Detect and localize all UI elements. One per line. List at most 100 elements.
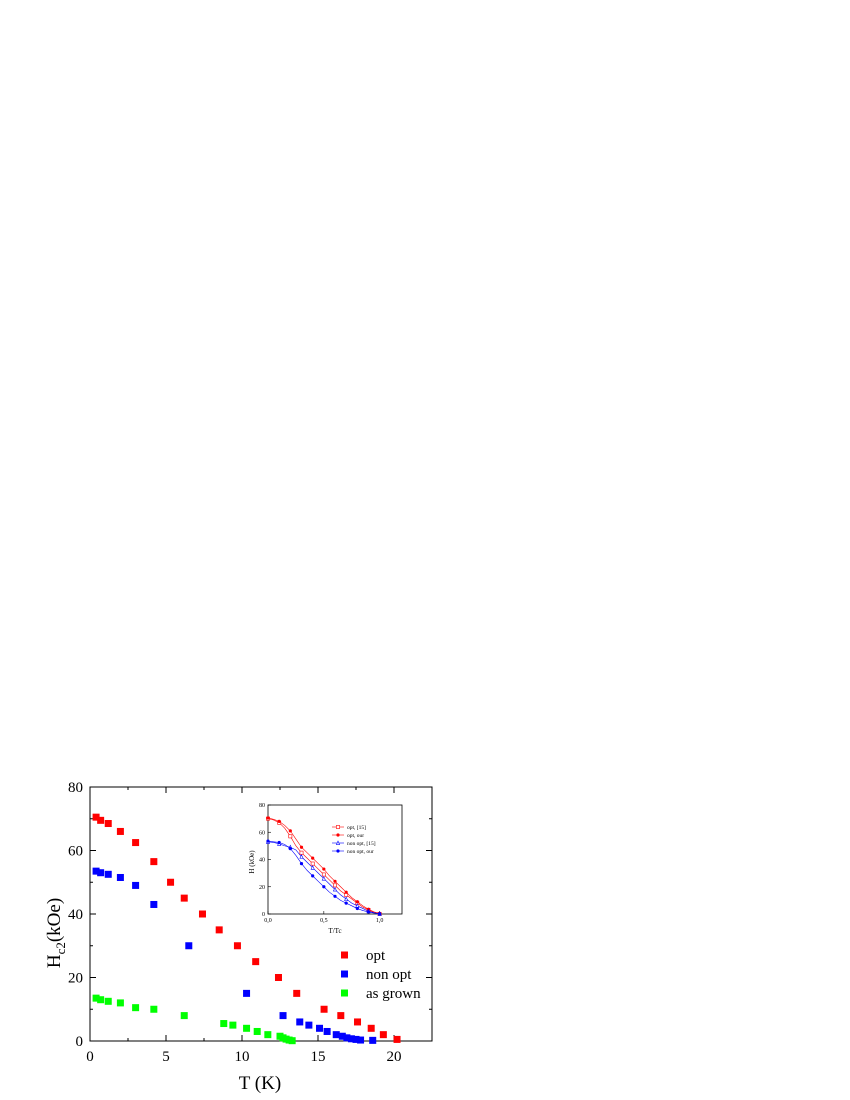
inset-plot: 0,0 0,5 1,0 0 20 40 60 80 opt, [15] opt, our non o…: [259, 803, 403, 924]
data-point-opt: [104, 820, 112, 828]
inset-point-non-opt-15: [332, 886, 338, 892]
x-tick-label: 15: [311, 1049, 326, 1065]
inset-point-opt-15: [310, 861, 315, 866]
inset-x-tick-label: 1,0: [376, 918, 384, 924]
data-point-opt: [367, 1024, 375, 1032]
data-point-opt: [92, 813, 100, 821]
inset-point-non-opt-15: [299, 854, 304, 859]
inset-legend: opt, [15] opt, our non opt, [15] non opt, o…: [332, 825, 376, 855]
data-point-non-opt: [316, 1024, 324, 1032]
inset-y-tick-label: 40: [259, 858, 265, 864]
x-tick-label: 0: [86, 1049, 94, 1065]
inset-point-non-opt-our: [266, 839, 270, 843]
data-point-opt: [180, 894, 188, 902]
legend-marker-non-opt: [341, 970, 348, 978]
inset-y-axis-title: H (kOe): [248, 850, 256, 874]
y-tick-label: 20: [68, 971, 83, 987]
inset-x-axis-title: T/Tc: [328, 927, 341, 935]
inset-point-opt-15: [288, 834, 293, 839]
inset-point-non-opt-our: [378, 912, 382, 916]
inset-point-opt-15: [333, 883, 337, 888]
data-point-non-opt: [323, 1027, 331, 1035]
inset-point-non-opt-our: [288, 847, 292, 851]
y-tick-label: 0: [76, 1034, 84, 1050]
data-point-opt: [274, 974, 282, 981]
data-point-non-opt: [150, 900, 158, 908]
data-point-opt: [233, 942, 241, 950]
data-point-as-grown: [288, 1037, 296, 1045]
data-point-as-grown: [264, 1031, 272, 1039]
data-point-non-opt: [104, 870, 112, 878]
data-point-non-opt: [352, 1035, 360, 1043]
data-point-as-grown: [92, 994, 100, 1002]
inset-point-non-opt-our: [344, 901, 348, 905]
data-point-non-opt: [279, 1012, 287, 1020]
data-point-non-opt: [357, 1036, 365, 1044]
data-point-non-opt: [132, 881, 140, 889]
data-point-as-grown: [97, 996, 105, 1004]
series-non-opt: [92, 867, 377, 1044]
inset-legend-marker-non-opt-15: [335, 840, 341, 845]
data-point-opt: [252, 958, 260, 966]
inset-y-tick-label: 20: [259, 885, 265, 891]
data-point-opt: [167, 878, 175, 886]
inset-point-non-opt-our: [355, 906, 359, 911]
inset-y-tick-label: 0: [262, 912, 265, 918]
inset-point-opt-our: [322, 867, 326, 871]
x-tick-label: 5: [162, 1049, 170, 1065]
inset-legend-marker-opt-our: [336, 833, 340, 837]
inset-legend-label-non-opt-15: non opt, [15]: [347, 841, 376, 847]
inset-point-non-opt-our: [322, 885, 326, 889]
data-point-as-grown: [132, 1004, 140, 1012]
inset-legend-label-opt-15: opt, [15]: [347, 825, 366, 831]
legend-marker-as-grown: [341, 989, 348, 997]
data-point-as-grown: [150, 1005, 158, 1013]
inset-point-opt-our: [311, 856, 315, 860]
y-axis-title-sub: c2: [53, 942, 68, 954]
main-plot: 0 5 10 15 20 0 20 40 60 80 opt non opt as grown: [68, 780, 433, 1065]
legend-label-as-grown: as grown: [366, 986, 421, 1002]
data-point-opt: [293, 989, 301, 997]
y-axis-title-rest: (kOe): [44, 898, 65, 942]
data-point-non-opt: [92, 867, 100, 875]
legend-label-non-opt: non opt: [366, 967, 412, 983]
data-point-opt: [354, 1018, 362, 1026]
inset-legend-label-non-opt-our: non opt, our: [347, 849, 374, 855]
x-axis-title: T (K): [239, 1073, 281, 1094]
inset-point-opt-our: [288, 829, 292, 833]
inset-point-opt-our: [355, 900, 359, 904]
y-axis-title-main: H: [44, 954, 65, 968]
data-point-non-opt: [97, 869, 105, 877]
legend-marker-opt: [341, 951, 348, 959]
inset-series-non-opt-our: [266, 839, 382, 916]
data-point-non-opt: [369, 1036, 377, 1044]
inset-point-opt-our: [299, 845, 304, 849]
data-point-opt: [320, 1005, 328, 1013]
data-point-as-grown: [229, 1021, 237, 1029]
data-point-opt: [132, 839, 140, 847]
inset-legend-label-opt-our: opt, our: [347, 833, 364, 839]
inset-point-non-opt-our: [366, 910, 371, 914]
inset-point-non-opt-15: [310, 865, 315, 870]
inset-point-opt-our: [277, 819, 281, 823]
data-point-as-grown: [180, 1012, 188, 1020]
inset-point-non-opt-our: [311, 874, 315, 878]
inset-legend-marker-non-opt-our: [336, 849, 340, 853]
x-tick-label: 10: [235, 1049, 250, 1065]
data-point-as-grown: [116, 999, 124, 1007]
inset-point-opt-15: [344, 893, 349, 897]
data-point-non-opt: [343, 1034, 351, 1042]
data-point-non-opt: [305, 1021, 313, 1029]
y-tick-label: 80: [68, 780, 83, 796]
data-point-non-opt: [332, 1031, 340, 1039]
data-point-as-grown: [253, 1027, 261, 1035]
data-point-non-opt: [338, 1032, 346, 1040]
inset-point-opt-15: [321, 872, 326, 877]
inset-point-non-opt-our: [333, 894, 337, 898]
data-point-opt: [116, 827, 124, 835]
x-tick-label: 20: [387, 1049, 402, 1065]
y-tick-label: 60: [68, 844, 83, 860]
inset-point-opt-our: [344, 890, 348, 894]
inset-legend-marker-opt-15: [336, 825, 340, 829]
